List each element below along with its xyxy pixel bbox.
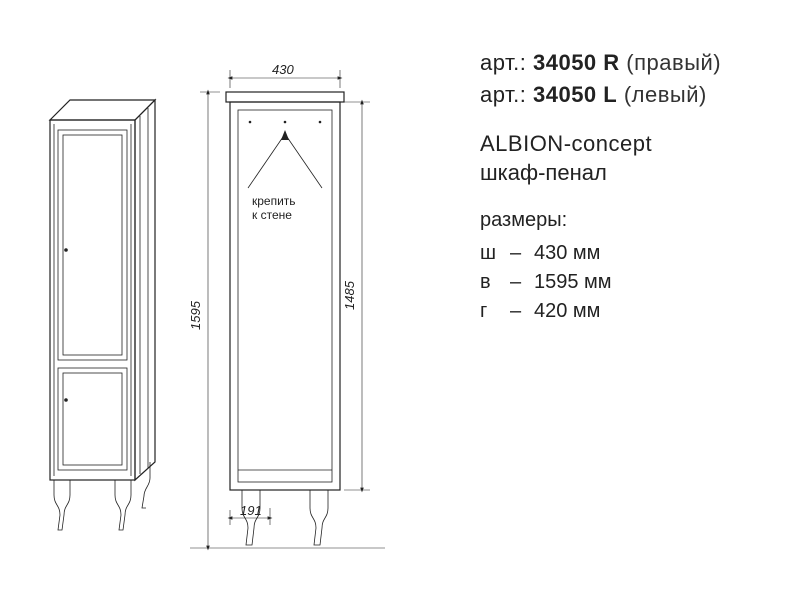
wall-note-1: крепить	[252, 194, 296, 208]
article-note: (правый)	[626, 50, 721, 75]
technical-drawing: 430 крепить к стене	[20, 40, 460, 560]
article-label: арт.:	[480, 50, 526, 75]
dim-dash: –	[510, 300, 534, 323]
dimension-row: г – 420 мм	[480, 300, 780, 323]
article-code: 34050 L	[533, 82, 617, 107]
dim-leg-inset: 191	[240, 503, 262, 518]
product-title: ALBION-concept шкаф-пенал	[480, 130, 780, 187]
article-code: 34050 R	[533, 50, 620, 75]
spec-panel: арт.: 34050 R (правый) арт.: 34050 L (ле…	[480, 50, 780, 329]
dim-dash: –	[510, 271, 534, 294]
article-label: арт.:	[480, 82, 526, 107]
dimensions-heading: размеры:	[480, 209, 780, 232]
product-brand: ALBION-concept	[480, 131, 652, 156]
dim-height: 1595	[188, 300, 203, 330]
article-note: (левый)	[624, 82, 707, 107]
iso-view	[50, 100, 155, 530]
dim-value: 1595 мм	[534, 271, 612, 294]
wall-note-2: к стене	[252, 208, 292, 222]
front-elevation: 430 крепить к стене	[188, 62, 385, 548]
dim-inner-height: 1485	[342, 280, 357, 310]
dim-letter: в	[480, 271, 510, 294]
dimension-row: ш – 430 мм	[480, 242, 780, 265]
dim-value: 420 мм	[534, 300, 600, 323]
drawing-svg: 430 крепить к стене	[20, 40, 460, 560]
dim-dash: –	[510, 242, 534, 265]
dim-letter: ш	[480, 242, 510, 265]
product-type: шкаф-пенал	[480, 160, 607, 185]
dim-value: 430 мм	[534, 242, 600, 265]
dimension-row: в – 1595 мм	[480, 271, 780, 294]
dim-width: 430	[272, 62, 294, 77]
article-row: арт.: 34050 L (левый)	[480, 82, 780, 108]
article-row: арт.: 34050 R (правый)	[480, 50, 780, 76]
dim-letter: г	[480, 300, 510, 323]
